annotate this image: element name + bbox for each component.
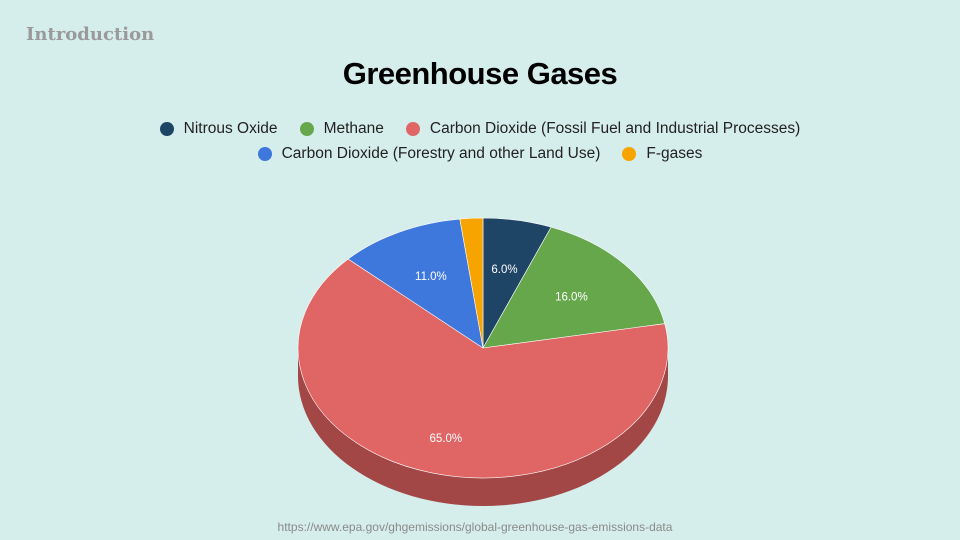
legend-label: Methane <box>323 119 384 137</box>
legend-item[interactable]: F-gases <box>622 145 702 163</box>
legend-item[interactable]: Methane <box>299 119 384 138</box>
pie-data-label: 6.0% <box>491 264 517 276</box>
legend-swatch <box>257 146 272 161</box>
legend-label: F-gases <box>646 144 703 162</box>
pie-data-label: 65.0% <box>430 433 463 445</box>
legend-label: Nitrous Oxide <box>183 119 278 137</box>
pie-side-wall <box>298 348 668 506</box>
pie-slice[interactable] <box>297 258 669 479</box>
legend-label: Carbon Dioxide (Forestry and other Land … <box>281 144 601 162</box>
legend-row: Carbon Dioxide (Forestry and other Land … <box>0 141 960 166</box>
pie-slice[interactable] <box>482 226 666 349</box>
pie-slice[interactable] <box>459 217 484 349</box>
legend-swatch <box>299 121 314 136</box>
chart-legend: Nitrous Oxide Methane Carbon Dioxide (Foss… <box>0 116 960 166</box>
pie-data-label: 16.0% <box>555 292 588 304</box>
section-label: Introduction <box>26 24 155 45</box>
legend-item[interactable]: Carbon Dioxide (Fossil Fuel and Industri… <box>405 119 801 138</box>
pie-side <box>298 348 668 506</box>
legend-swatch <box>159 121 174 136</box>
source-link[interactable]: https://www.epa.gov/ghgemissions/global-… <box>277 520 673 534</box>
legend-swatch <box>405 121 420 136</box>
legend-item[interactable]: Carbon Dioxide (Forestry and other Land … <box>257 144 601 163</box>
legend-row: Nitrous Oxide Methane Carbon Dioxide (Foss… <box>0 116 960 141</box>
chart-title: Greenhouse Gases <box>342 56 618 91</box>
pie-data-label: 11.0% <box>415 271 447 283</box>
pie-slice[interactable] <box>347 218 484 349</box>
legend-swatch <box>622 146 637 161</box>
legend-item[interactable]: Nitrous Oxide <box>159 119 278 138</box>
legend-label: Carbon Dioxide (Fossil Fuel and Industri… <box>429 119 801 137</box>
